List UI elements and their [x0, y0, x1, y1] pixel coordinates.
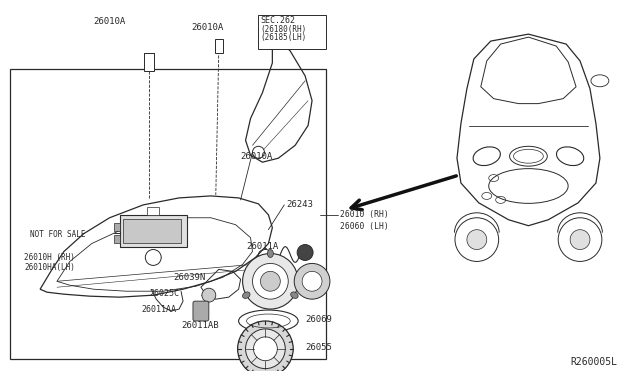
Text: 26011AB: 26011AB [181, 321, 219, 330]
Circle shape [246, 329, 285, 369]
Circle shape [253, 337, 277, 361]
Bar [145, 53, 154, 71]
Bar [120, 215, 187, 247]
Text: 26010HA(LH): 26010HA(LH) [24, 263, 75, 272]
Circle shape [294, 263, 330, 299]
Circle shape [570, 230, 590, 250]
Circle shape [237, 321, 293, 372]
Text: R260005L: R260005L [571, 357, 618, 367]
Text: 26243: 26243 [286, 200, 313, 209]
Text: 26025C: 26025C [149, 289, 179, 298]
Circle shape [253, 146, 264, 158]
Ellipse shape [268, 250, 273, 257]
Text: 26011AA: 26011AA [141, 305, 177, 314]
Bar [259, 15, 326, 49]
Ellipse shape [291, 292, 298, 298]
Circle shape [302, 271, 322, 291]
Text: SEC.262: SEC.262 [260, 16, 296, 25]
Bar [124, 219, 181, 243]
Text: 26010A: 26010A [191, 23, 223, 32]
Circle shape [253, 263, 288, 299]
FancyBboxPatch shape [193, 301, 209, 321]
Circle shape [467, 230, 487, 250]
Circle shape [558, 218, 602, 262]
Ellipse shape [243, 292, 250, 298]
Circle shape [145, 250, 161, 265]
Text: (26180(RH): (26180(RH) [260, 25, 307, 34]
Text: 26055: 26055 [305, 343, 332, 352]
Text: 26069: 26069 [305, 315, 332, 324]
Text: (26185(LH): (26185(LH) [260, 33, 307, 42]
Bar [113, 223, 120, 231]
Bar [10, 69, 326, 359]
Circle shape [202, 288, 216, 302]
Circle shape [297, 244, 313, 260]
Text: 26010 (RH): 26010 (RH) [340, 210, 388, 219]
Text: 26039N: 26039N [173, 273, 205, 282]
Text: 26011A: 26011A [246, 241, 279, 251]
Text: 26010H (RH): 26010H (RH) [24, 253, 75, 263]
Circle shape [243, 253, 298, 309]
Circle shape [455, 218, 499, 262]
Bar [113, 235, 120, 243]
Circle shape [260, 271, 280, 291]
Text: 26010A: 26010A [93, 17, 126, 26]
Bar [215, 39, 223, 53]
Text: 26010A: 26010A [241, 152, 273, 161]
Text: NOT FOR SALE: NOT FOR SALE [30, 230, 86, 239]
Bar [147, 207, 159, 215]
Text: 26060 (LH): 26060 (LH) [340, 222, 388, 231]
